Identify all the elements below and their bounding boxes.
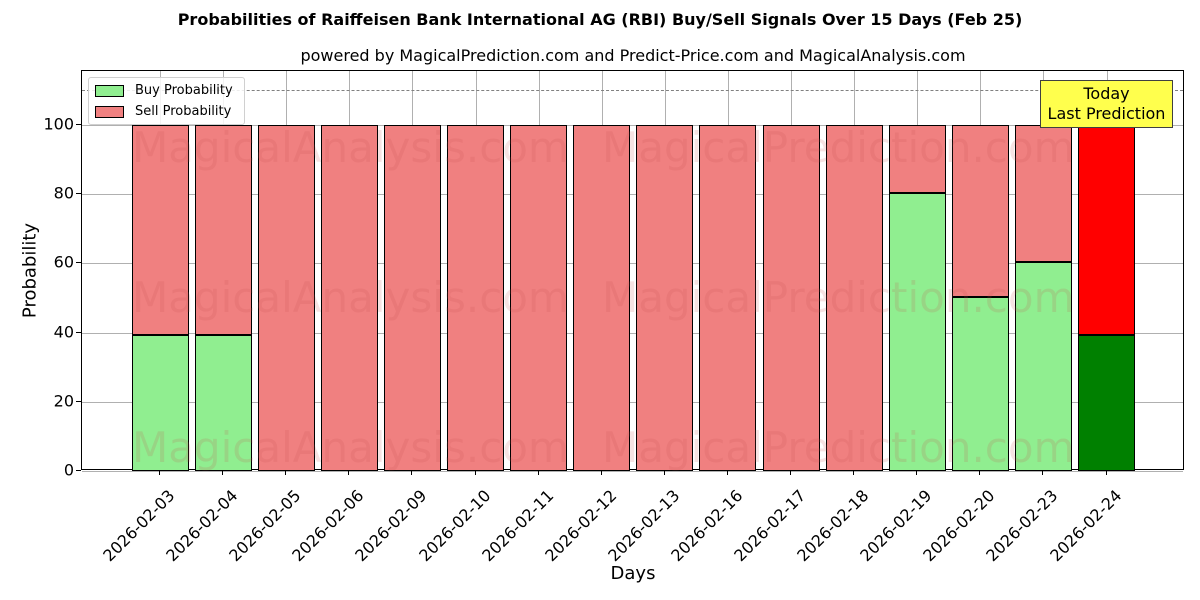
- sell-swatch-icon: [95, 105, 124, 118]
- x-tick-mark: [979, 470, 981, 475]
- sell-bar: [1014, 125, 1072, 263]
- annotation-line-2: Last Prediction: [1047, 104, 1166, 123]
- x-tick-mark: [1105, 470, 1107, 475]
- sell-bar: [383, 125, 441, 471]
- sell-bar: [510, 125, 568, 471]
- x-tick-mark: [726, 470, 728, 475]
- legend-label-buy: Buy Probability: [135, 83, 233, 98]
- sell-bar: [951, 125, 1009, 297]
- buy-bar: [951, 296, 1009, 471]
- buy-bar: [131, 335, 189, 471]
- sell-bar: [320, 125, 378, 471]
- x-axis-label: Days: [610, 563, 656, 584]
- x-tick-mark: [790, 470, 791, 475]
- chart-title: Probabilities of Raiffeisen Bank Interna…: [177, 10, 1023, 29]
- y-tick-mark: [76, 262, 81, 264]
- sell-bar: [194, 125, 252, 336]
- x-tick-mark: [600, 470, 602, 475]
- x-tick-mark: [853, 470, 855, 475]
- grid-line-horizontal: [82, 125, 1183, 126]
- grid-line-horizontal: [82, 401, 1183, 403]
- sell-bar: [825, 125, 883, 471]
- x-tick-mark: [663, 470, 665, 475]
- y-tick-label: 40: [53, 322, 74, 342]
- y-tick-mark: [76, 331, 81, 333]
- x-tick-mark: [285, 470, 287, 475]
- y-tick-label: 0: [63, 460, 74, 480]
- x-tick-mark: [411, 470, 413, 475]
- buy-bar: [888, 193, 946, 471]
- sell-bar: [888, 125, 946, 194]
- buy-bar: [194, 335, 252, 471]
- reference-line: [82, 90, 1183, 92]
- x-tick-mark: [159, 470, 160, 475]
- sell-bar: [573, 125, 631, 471]
- grid-line-horizontal: [82, 263, 1183, 265]
- grid-line-horizontal: [82, 471, 1183, 472]
- y-axis-label: Probability: [19, 222, 41, 319]
- grid-line-horizontal: [82, 332, 1183, 334]
- y-tick-mark: [76, 124, 81, 125]
- x-tick-mark: [916, 470, 918, 475]
- sell-bar: [447, 125, 504, 471]
- x-tick-mark: [1042, 470, 1044, 475]
- sell-bar: [1078, 125, 1135, 336]
- chart-subtitle: powered by MagicalPrediction.com and Pre…: [300, 46, 966, 65]
- sell-bar: [699, 125, 757, 471]
- y-tick-label: 100: [43, 114, 74, 134]
- y-tick-mark: [76, 193, 81, 195]
- legend-item-sell: Sell Probability: [95, 104, 231, 119]
- sell-bar: [636, 125, 694, 471]
- y-tick-label: 20: [53, 391, 74, 411]
- sell-bar: [762, 125, 820, 471]
- x-tick-mark: [474, 470, 476, 475]
- plot-area: MagicalAnalysis.comMagicalPrediction.com…: [81, 70, 1184, 472]
- legend-label-sell: Sell Probability: [135, 104, 232, 119]
- sell-bar: [131, 125, 189, 336]
- y-tick-mark: [76, 470, 81, 471]
- y-tick-label: 80: [53, 183, 74, 203]
- buy-swatch-icon: [95, 84, 124, 97]
- buy-bar: [1014, 262, 1072, 471]
- x-tick-mark: [348, 470, 350, 475]
- y-tick-label: 60: [53, 252, 74, 272]
- sell-bar: [257, 125, 315, 471]
- legend: Buy Probability Sell Probability: [88, 77, 245, 125]
- x-tick-mark: [222, 470, 224, 475]
- today-annotation: Today Last Prediction: [1040, 80, 1173, 128]
- annotation-line-1: Today: [1083, 84, 1130, 103]
- legend-item-buy: Buy Probability: [95, 83, 233, 98]
- y-tick-mark: [76, 400, 81, 402]
- x-tick-mark: [537, 470, 539, 475]
- buy-bar: [1078, 335, 1135, 471]
- grid-line-horizontal: [82, 194, 1183, 196]
